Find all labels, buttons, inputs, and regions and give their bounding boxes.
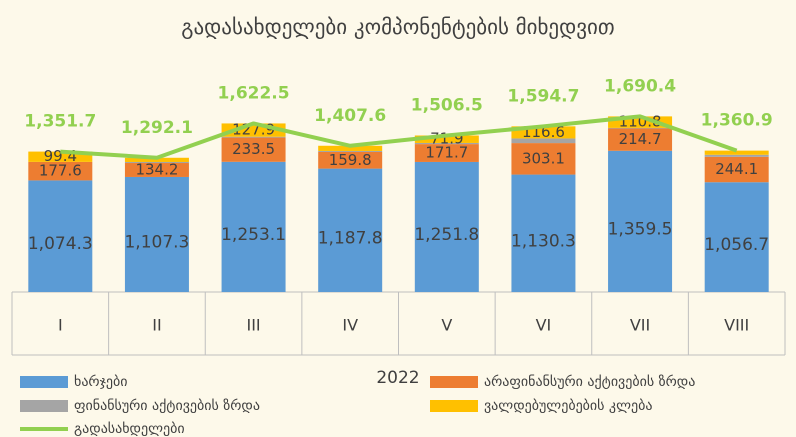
data-label: 134.2 bbox=[135, 160, 178, 178]
legend-label: ფინანსური აქტივების ზრდა bbox=[74, 397, 260, 414]
data-label: 159.8 bbox=[329, 151, 372, 169]
x-tick-label: IV bbox=[342, 316, 358, 335]
x-tick-label: VII bbox=[630, 316, 650, 335]
x-tick-label: II bbox=[152, 316, 161, 335]
bar-segment bbox=[28, 180, 93, 292]
bar-segment bbox=[124, 161, 189, 164]
chart-title: გადასახდელები კომპონენტების მიხედვით bbox=[181, 15, 614, 39]
bar-segment bbox=[414, 142, 479, 145]
data-label: 1,107.3 bbox=[124, 232, 189, 252]
bar-segment bbox=[704, 156, 769, 183]
legend-label: ვალდებულებების კლება bbox=[484, 398, 652, 414]
bar-segment bbox=[608, 116, 673, 128]
data-label: 177.6 bbox=[39, 162, 82, 180]
data-label: 244.1 bbox=[715, 160, 758, 178]
bar-segment bbox=[608, 128, 673, 151]
bar-segment bbox=[221, 136, 286, 138]
line-label: 1,351.7 bbox=[24, 112, 96, 132]
bar-segment bbox=[124, 176, 189, 292]
bar-segment bbox=[511, 138, 576, 144]
bar-segment bbox=[124, 157, 189, 162]
data-label: 99.4 bbox=[44, 147, 77, 165]
data-label: 1,251.8 bbox=[414, 225, 479, 245]
x-tick-label: III bbox=[246, 316, 260, 335]
bar-segment bbox=[318, 150, 383, 152]
data-label: 1,130.3 bbox=[511, 231, 576, 251]
legend-swatch bbox=[20, 400, 68, 412]
line-label: 1,622.5 bbox=[218, 83, 290, 103]
bar-segment bbox=[124, 163, 189, 177]
bar-segment bbox=[414, 161, 479, 292]
bar-segment bbox=[221, 137, 286, 162]
bar-segment bbox=[608, 150, 673, 292]
bar-segment bbox=[511, 143, 576, 175]
bar-segment bbox=[511, 174, 576, 292]
bar-segment bbox=[28, 161, 93, 181]
bar-segment bbox=[608, 127, 673, 129]
line-label: 1,292.1 bbox=[121, 118, 193, 138]
x-tick-label: VI bbox=[536, 316, 552, 335]
data-label: 1,187.8 bbox=[318, 228, 383, 248]
data-label: 1,253.1 bbox=[221, 225, 286, 245]
bar-segment bbox=[318, 145, 383, 151]
bar-segment bbox=[28, 151, 93, 162]
legend-swatch bbox=[430, 376, 478, 388]
line-label: 1,506.5 bbox=[411, 95, 483, 115]
data-label: 303.1 bbox=[522, 149, 565, 167]
line-label: 1,407.6 bbox=[314, 106, 386, 126]
bar-segment bbox=[414, 135, 479, 143]
bar-segment bbox=[704, 182, 769, 292]
bar-segment bbox=[318, 151, 383, 169]
data-label: 233.5 bbox=[232, 140, 275, 158]
line-series bbox=[60, 114, 738, 160]
legend-label: არაფინანსური აქტივების ზრდა bbox=[484, 373, 695, 390]
line-label: 1,690.4 bbox=[604, 76, 676, 96]
bar-segment bbox=[704, 150, 769, 155]
x-tick-label: I bbox=[58, 316, 63, 335]
x-tick-label: VIII bbox=[724, 316, 749, 335]
data-label: 1,056.7 bbox=[704, 235, 769, 255]
legend-swatch bbox=[430, 400, 478, 412]
data-label: 171.7 bbox=[425, 144, 468, 162]
bar-segment bbox=[414, 144, 479, 162]
x-tick-label: V bbox=[441, 316, 452, 335]
bar-segment bbox=[704, 154, 769, 157]
line-label: 1,360.9 bbox=[701, 111, 773, 131]
legend-label: ხარჯები bbox=[74, 373, 128, 390]
x-axis-label: 2022 bbox=[376, 368, 419, 388]
bar-segment bbox=[318, 168, 383, 292]
data-label: 1,359.5 bbox=[608, 219, 673, 239]
bar-segment bbox=[221, 161, 286, 292]
data-label: 214.7 bbox=[619, 130, 662, 148]
data-label: 1,074.3 bbox=[28, 234, 93, 254]
legend-swatch bbox=[20, 376, 68, 388]
line-label: 1,594.7 bbox=[507, 86, 579, 106]
legend-label: გადასახდელები bbox=[74, 421, 185, 437]
